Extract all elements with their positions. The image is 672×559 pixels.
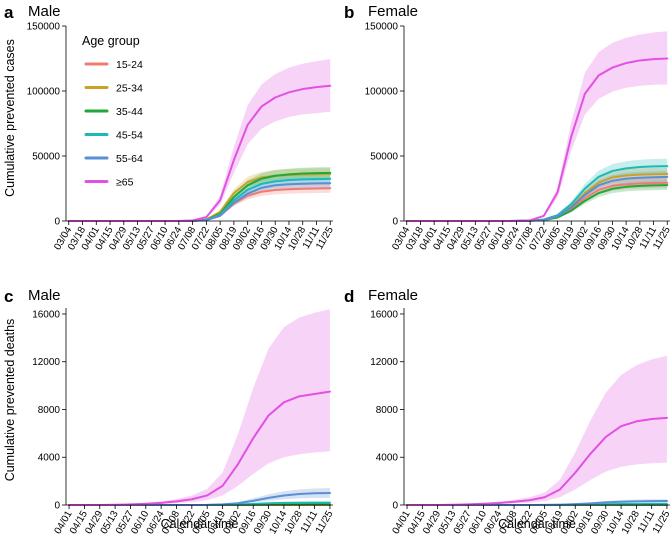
legend-label: 35-44 (116, 106, 143, 118)
legend-title: Age group (82, 34, 140, 48)
y-tick-label: 100000 (365, 87, 399, 98)
x-axis-label: Calendar time (161, 517, 239, 531)
ribbon-d-≥65 (407, 356, 667, 505)
panel-a: 05000010000015000003/0403/1804/0104/1504… (3, 3, 336, 252)
y-tick-label: 4000 (38, 453, 61, 464)
x-axis-label: Calendar time (498, 517, 576, 531)
y-tick-label: 8000 (38, 405, 61, 416)
ribbons (69, 59, 331, 221)
y-tick-label: 0 (54, 501, 60, 512)
x-tick-label: 11/25 (314, 509, 336, 536)
panel-title: Female (368, 3, 418, 20)
y-tick-label: 8000 (376, 405, 399, 416)
y-axis-label: Cumulative prevented cases (3, 39, 17, 197)
y-tick-label: 12000 (32, 357, 60, 368)
ribbons (407, 31, 668, 221)
ribbon-a-≥65 (69, 59, 331, 221)
legend-label: 25-34 (116, 83, 143, 95)
legend-label: 15-24 (116, 59, 143, 71)
panel-letter: a (4, 3, 14, 22)
y-tick-label: 12000 (370, 357, 398, 368)
ribbons (407, 356, 667, 505)
y-tick-label: 50000 (370, 152, 398, 163)
panel-letter: d (344, 287, 354, 306)
legend: Age group 15-24 25-34 35-44 45-54 55-64 ≥65 (82, 34, 143, 189)
panel-title: Female (368, 287, 418, 304)
y-tick-label: 100000 (27, 87, 61, 98)
panel-letter: c (4, 287, 13, 306)
legend-label: 55-64 (116, 153, 143, 165)
ribbon-b-≥65 (407, 31, 668, 221)
ribbons (69, 309, 330, 505)
y-tick-label: 16000 (32, 309, 60, 320)
y-tick-label: 150000 (365, 22, 399, 33)
y-tick-label: 0 (392, 501, 398, 512)
y-tick-label: 150000 (27, 22, 61, 33)
panel-b: 05000010000015000003/0403/1804/0104/1504… (344, 3, 672, 252)
panel-title: Male (28, 287, 61, 304)
legend-label: ≥65 (116, 177, 134, 189)
panels-layer: 05000010000015000003/0403/1804/0104/1504… (3, 3, 672, 536)
y-axis-label: Cumulative prevented deaths (3, 319, 17, 482)
y-tick-label: 16000 (370, 309, 398, 320)
y-tick-label: 0 (54, 217, 60, 228)
y-tick-label: 4000 (376, 453, 399, 464)
y-tick-label: 50000 (32, 152, 60, 163)
legend-label: 45-54 (116, 130, 143, 142)
panel-c: 040008000120001600004/0104/1504/2905/130… (3, 287, 336, 536)
panel-letter: b (344, 3, 354, 22)
panel-d: 040008000120001600004/0104/1504/2905/130… (344, 287, 672, 536)
y-tick-label: 0 (392, 217, 398, 228)
ribbon-c-≥65 (69, 309, 330, 505)
panel-title: Male (28, 3, 61, 20)
